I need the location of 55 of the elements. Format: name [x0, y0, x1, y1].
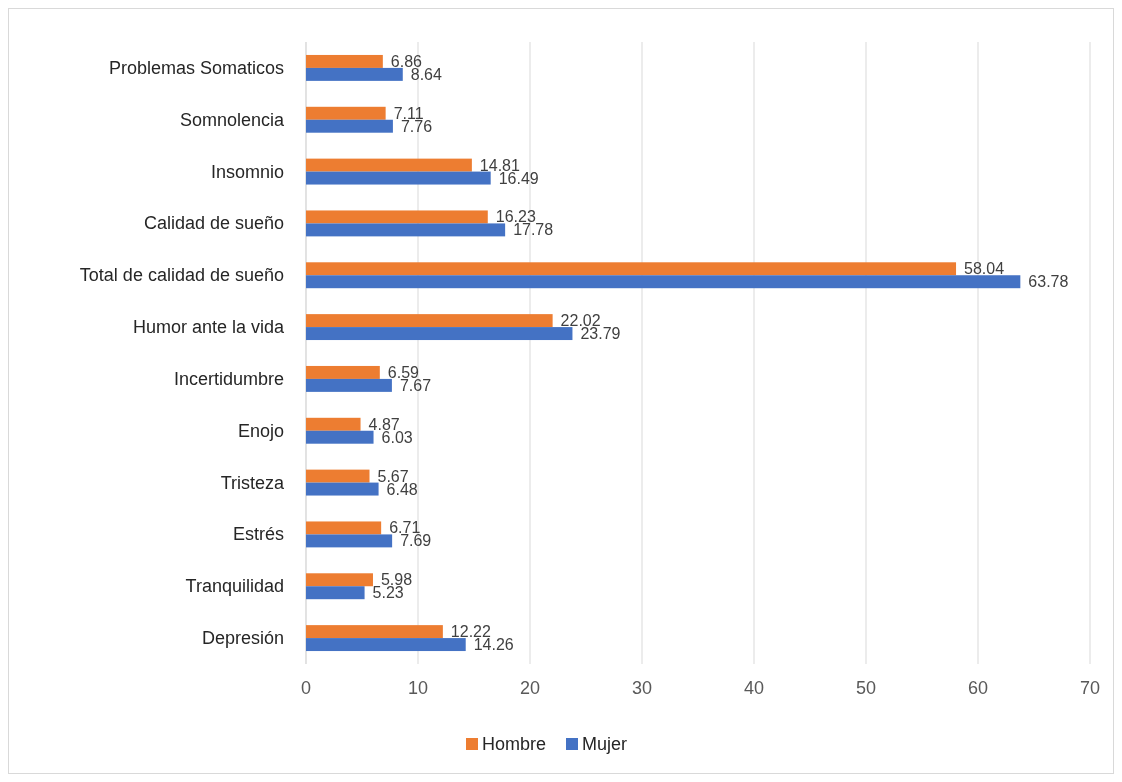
data-label: 5.23 — [372, 584, 404, 602]
bar — [306, 119, 393, 133]
data-label: 63.78 — [1028, 273, 1069, 291]
bar — [306, 378, 392, 392]
bar — [306, 417, 361, 431]
y-tick-label: Insomnio — [210, 161, 284, 182]
data-label: 58.04 — [964, 260, 1005, 278]
bar — [306, 171, 491, 185]
bar — [306, 210, 488, 224]
x-tick-label: 20 — [519, 678, 541, 698]
bar — [306, 573, 373, 587]
y-tick-label: Enojo — [237, 420, 284, 441]
data-label: 23.79 — [580, 325, 621, 343]
bar — [306, 482, 379, 496]
bar — [306, 106, 386, 120]
bar — [306, 638, 466, 652]
bar — [306, 223, 506, 237]
x-tick-label: 60 — [967, 678, 989, 698]
y-tick-label: Calidad de sueño — [143, 213, 284, 234]
bar — [306, 262, 957, 276]
x-tick-label: 0 — [300, 678, 312, 698]
y-tick-label: Problemas Somaticos — [108, 57, 284, 78]
y-tick-label: Tristeza — [220, 472, 285, 493]
bar — [306, 327, 573, 341]
y-tick-label: Estrés — [232, 524, 284, 545]
bar — [306, 314, 553, 328]
bar — [306, 534, 393, 548]
x-tick-label: 10 — [407, 678, 429, 698]
data-label: 14.26 — [473, 636, 514, 654]
legend-label: Hombre — [482, 734, 547, 754]
bar — [306, 54, 383, 68]
data-label: 6.86 — [390, 52, 423, 70]
bar — [306, 430, 374, 444]
x-tick-label: 50 — [855, 678, 877, 698]
x-tick-label: 30 — [631, 678, 653, 698]
y-tick-label: Humor ante la vida — [132, 317, 285, 338]
y-tick-label: Incertidumbre — [173, 368, 284, 389]
bar — [306, 469, 370, 483]
data-label: 6.59 — [387, 363, 420, 381]
legend-label: Mujer — [582, 734, 628, 754]
data-label: 7.69 — [400, 532, 432, 550]
y-tick-label: Total de calidad de sueño — [79, 265, 284, 286]
data-label: 17.78 — [513, 221, 554, 239]
bar — [306, 365, 380, 379]
y-tick-label: Somnolencia — [179, 109, 285, 130]
y-tick-label: Tranquilidad — [185, 576, 284, 597]
bar — [306, 586, 365, 600]
bar — [306, 521, 382, 535]
bar — [306, 158, 472, 172]
bar — [306, 275, 1021, 289]
y-tick-label: Depresión — [201, 628, 284, 649]
x-tick-label: 70 — [1079, 678, 1101, 698]
bar — [306, 67, 403, 81]
bar — [306, 625, 443, 639]
x-tick-label: 40 — [743, 678, 765, 698]
